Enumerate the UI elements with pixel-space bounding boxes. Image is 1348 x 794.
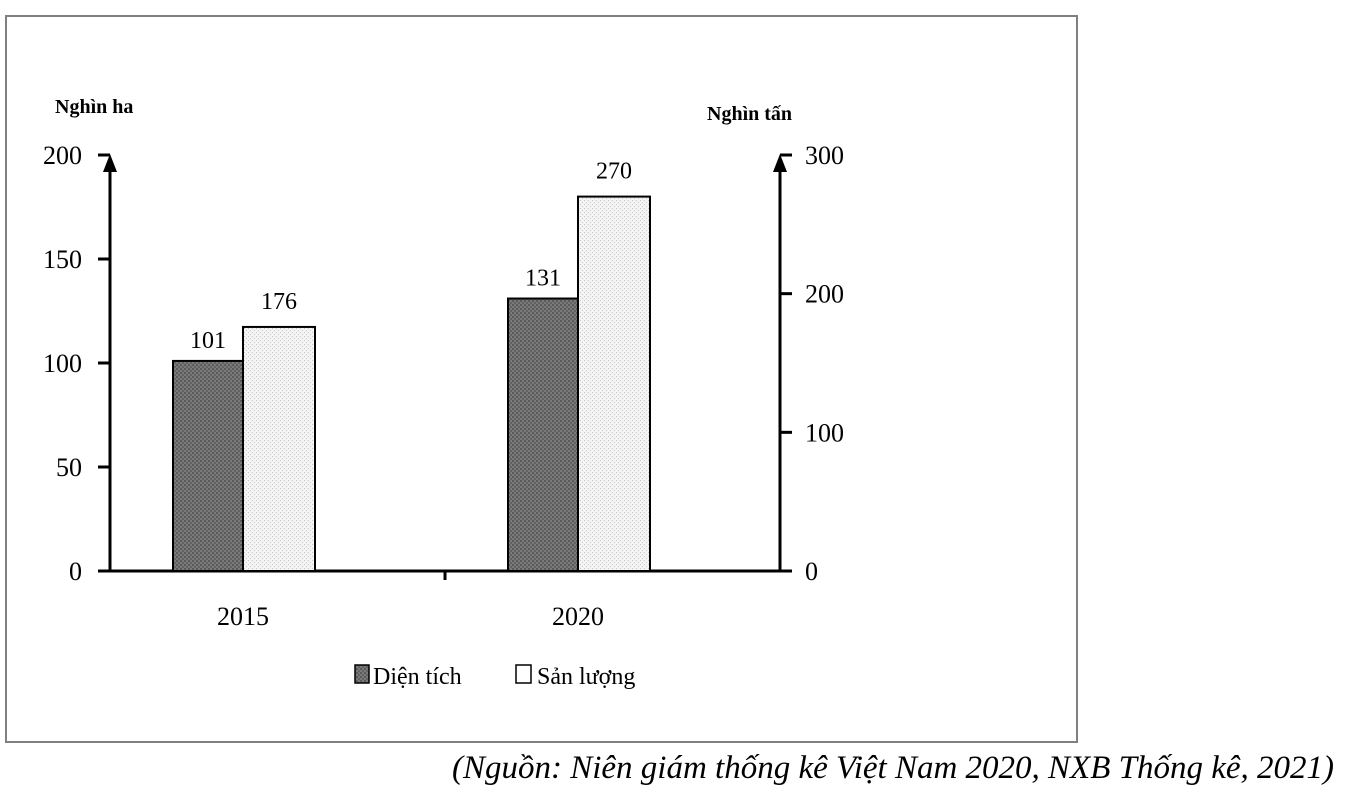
right-tick-label: 200 — [805, 280, 844, 309]
bar-san-luong-2020 — [577, 195, 651, 572]
data-label-dien-tich-2020: 131 — [525, 266, 561, 292]
right-tick-label: 0 — [805, 557, 818, 586]
category-label-2015: 2015 — [217, 602, 269, 631]
left-tick-label: 50 — [56, 453, 82, 482]
left-axis-title: Nghìn ha — [55, 96, 133, 118]
legend-swatch-dien-tich — [354, 664, 370, 684]
data-label-san-luong-2015: 176 — [261, 289, 297, 315]
right-axis-arrow — [773, 154, 787, 172]
right-tick-label: 300 — [805, 141, 844, 170]
bar-dien-tich-2020 — [507, 297, 579, 572]
bar-dien-tich-2015 — [172, 359, 244, 573]
left-tick-label: 150 — [43, 245, 82, 274]
left-tick-label: 0 — [69, 557, 82, 586]
right-axis-title: Nghìn tấn — [707, 103, 792, 125]
bar-san-luong-2015 — [242, 325, 316, 572]
legend: Diện tích Sản lượng — [354, 664, 635, 690]
left-tick-label: 100 — [43, 349, 82, 378]
category-label-2020: 2020 — [552, 602, 604, 631]
data-label-dien-tich-2015: 101 — [190, 328, 226, 354]
right-tick-label: 100 — [805, 418, 844, 447]
left-axis-arrow — [103, 154, 117, 172]
legend-swatch-san-luong — [515, 664, 532, 684]
source-note: (Nguồn: Niên giám thống kê Việt Nam 2020… — [451, 750, 1334, 786]
left-tick-label: 200 — [43, 141, 82, 170]
legend-label-san-luong: Sản lượng — [537, 664, 635, 690]
legend-label-dien-tich: Diện tích — [373, 664, 462, 690]
data-label-san-luong-2020: 270 — [596, 159, 632, 185]
